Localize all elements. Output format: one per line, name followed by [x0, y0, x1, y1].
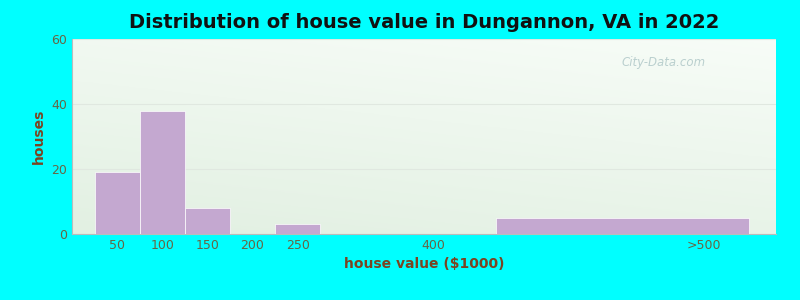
Title: Distribution of house value in Dungannon, VA in 2022: Distribution of house value in Dungannon…	[129, 13, 719, 32]
Y-axis label: houses: houses	[32, 109, 46, 164]
Bar	[94, 172, 140, 234]
Bar	[185, 208, 230, 234]
Bar	[496, 218, 749, 234]
Text: City-Data.com: City-Data.com	[622, 56, 706, 69]
X-axis label: house value ($1000): house value ($1000)	[344, 257, 504, 272]
Bar	[275, 224, 320, 234]
Bar	[140, 110, 185, 234]
